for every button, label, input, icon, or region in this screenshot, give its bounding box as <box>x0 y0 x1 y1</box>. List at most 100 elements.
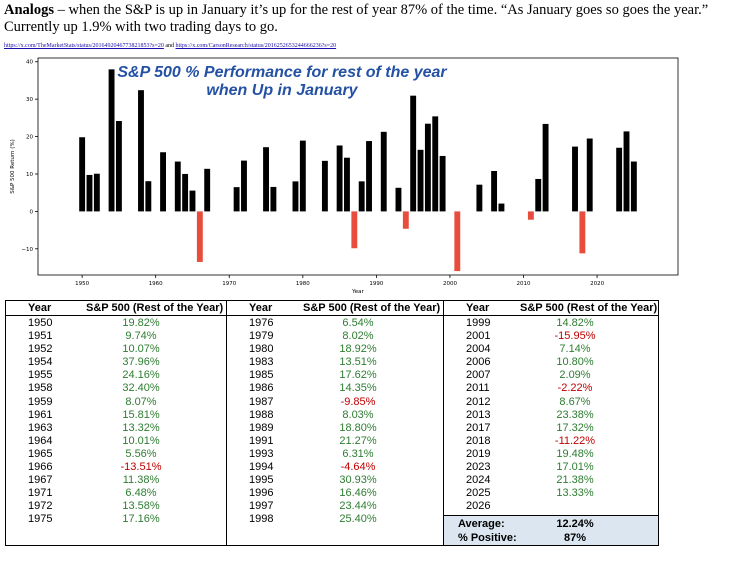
table-row: 1955 24.16% <box>6 369 226 382</box>
table-row: 2001 -15.95% <box>444 330 658 343</box>
row-year: 1995 <box>249 474 274 487</box>
link-separator: and <box>163 43 176 49</box>
row-performance: 10.01% <box>122 434 160 447</box>
row-performance: -4.64% <box>340 461 376 474</box>
sp500-bar-chart: −10 0 10 20 30 40 1950 1960 1970 1980 1990 2000 2010… <box>10 57 679 295</box>
table-row: 1997 23.44% <box>227 500 443 513</box>
row-performance: 6.54% <box>342 317 374 329</box>
table-row: 2025 13.33% <box>444 487 658 500</box>
row-year: 1979 <box>249 330 274 343</box>
bar <box>145 181 152 212</box>
row-year: 1991 <box>249 434 274 447</box>
table-header: Year S&P 500 (Rest of the Year) <box>6 301 226 316</box>
x-tick-label: 1980 <box>296 281 310 287</box>
header-year: Year <box>28 302 52 314</box>
table-row: 1979 8.02% <box>227 330 443 343</box>
row-performance: -2.22% <box>557 382 593 395</box>
bar <box>189 190 196 212</box>
x-tick-label: 2020 <box>590 281 604 287</box>
table-row: 1994 -4.64% <box>227 461 443 474</box>
row-performance: 6.31% <box>342 447 374 460</box>
plot-frame <box>37 57 679 276</box>
row-performance: 32.40% <box>122 382 160 395</box>
bar <box>182 173 189 212</box>
bar <box>432 116 439 212</box>
table-row: 1995 30.93% <box>227 474 443 487</box>
table-rows: 1950 19.82% 1951 9.74% 1952 10.07% 1954 37.96% 1… <box>6 317 226 527</box>
table-row: 1991 21.27% <box>227 435 443 448</box>
table-row: 1964 10.01% <box>6 435 226 448</box>
row-year: 2024 <box>466 474 491 487</box>
bar <box>366 141 372 212</box>
table-row: 2004 7.14% <box>444 343 658 356</box>
row-year: 2012 <box>466 395 491 408</box>
source-link-2[interactable]: https://x.com/CarsonResearch/status/2016… <box>175 43 337 49</box>
row-year: 1993 <box>249 447 274 460</box>
bar <box>424 123 431 212</box>
row-year: 2026 <box>466 500 491 513</box>
bar <box>233 187 240 212</box>
header-performance: S&P 500 (Rest of the Year) <box>520 302 658 314</box>
row-year: 1975 <box>28 513 53 526</box>
bar <box>417 149 424 212</box>
y-tick-label: 30 <box>26 97 33 103</box>
row-performance: 2.09% <box>559 369 591 382</box>
table-row: 1976 6.54% <box>227 317 443 330</box>
y-tick-label: −10 <box>21 247 33 253</box>
row-performance: 9.74% <box>125 330 157 343</box>
summary-box: Average: 12.24% % Positive: 87% <box>444 515 658 545</box>
table-row: 2019 19.48% <box>444 448 658 461</box>
bar <box>498 203 505 212</box>
bar <box>196 211 203 262</box>
bar <box>358 181 365 212</box>
table-row: 2024 21.38% <box>444 474 658 487</box>
header-year: Year <box>249 302 273 314</box>
row-year: 1985 <box>249 369 274 382</box>
row-year: 1976 <box>249 317 274 329</box>
bar <box>491 170 498 212</box>
bar <box>344 157 350 212</box>
x-tick-label: 2010 <box>517 281 531 287</box>
source-link-1[interactable]: https://x.com/TheMarketStats/status/2016… <box>4 43 164 49</box>
bar <box>336 145 343 212</box>
bar <box>454 211 461 272</box>
row-year: 1958 <box>28 382 53 395</box>
row-performance: 8.67% <box>559 395 591 408</box>
y-tick-label: 0 <box>30 209 34 215</box>
row-year: 2019 <box>466 447 491 460</box>
row-year: 2011 <box>466 382 490 395</box>
bar <box>395 187 402 212</box>
row-performance: 6.48% <box>125 487 157 500</box>
row-performance: 23.38% <box>556 408 594 421</box>
table-row: 1967 11.38% <box>6 474 226 487</box>
table-rows: 1999 14.82% 2001 -15.95% 2004 7.14% 2006 10.80%… <box>444 317 658 513</box>
bar <box>579 211 586 254</box>
table-row: 1950 19.82% <box>6 317 226 330</box>
bar <box>79 137 86 212</box>
table-row: 1993 6.31% <box>227 448 443 461</box>
x-tick-label: 1970 <box>222 281 236 287</box>
table-row: 1996 16.46% <box>227 487 443 500</box>
table-row: 1975 17.16% <box>6 513 226 526</box>
row-year: 1999 <box>466 317 491 329</box>
table-column-2: Year S&P 500 (Rest of the Year) 1976 6.54… <box>227 301 444 545</box>
table-row: 1999 14.82% <box>444 317 658 330</box>
bar <box>299 140 306 212</box>
row-performance: 18.80% <box>339 421 377 434</box>
table-row: 1998 25.40% <box>227 513 443 526</box>
chart-subtitle: when Up in January <box>206 82 358 99</box>
row-performance: 13.32% <box>122 421 160 434</box>
table-row: 1980 18.92% <box>227 343 443 356</box>
row-performance: 30.93% <box>339 474 377 487</box>
row-year: 1952 <box>28 343 53 356</box>
row-performance: 24.16% <box>122 369 160 382</box>
table-row: 1988 8.03% <box>227 409 443 422</box>
row-year: 2004 <box>466 343 491 356</box>
header-bold: Analogs <box>4 2 54 18</box>
row-performance: 7.14% <box>559 343 591 356</box>
bar <box>263 147 269 212</box>
row-performance: 5.56% <box>125 447 157 460</box>
table-row: 1959 8.07% <box>6 396 226 409</box>
table-row: 1972 13.58% <box>6 500 226 513</box>
y-tick-label: 10 <box>26 172 33 178</box>
